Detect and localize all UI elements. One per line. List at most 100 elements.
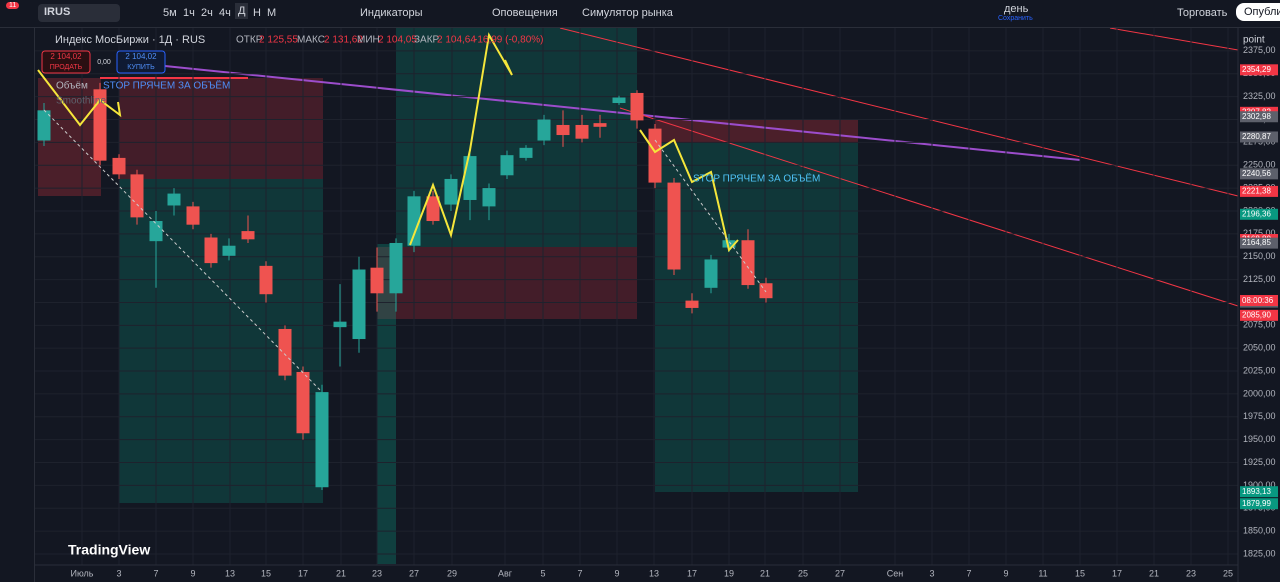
- y-tick-label: 2125,00: [1243, 274, 1276, 284]
- arrow-path: [409, 32, 513, 246]
- candle-body: [370, 267, 384, 294]
- indicator-label: Smoothline: [56, 96, 106, 107]
- price-tag: [1240, 486, 1278, 498]
- candle-body: [407, 196, 421, 246]
- candle-body: [593, 123, 607, 127]
- publish-button[interactable]: Опублик: [1236, 3, 1280, 21]
- price-tag-label: 2280,87: [1242, 132, 1271, 141]
- x-tick-label: 15: [1075, 568, 1085, 578]
- interval[interactable]: 1ч: [183, 7, 195, 19]
- legend-title: Индекс МосБиржи · 1Д · RUS: [55, 34, 205, 46]
- x-tick-label: Июль: [71, 568, 94, 578]
- candle-body: [519, 147, 533, 158]
- grid: [35, 28, 1238, 565]
- x-tick-label: 27: [835, 568, 845, 578]
- x-tick-label: 17: [1112, 568, 1122, 578]
- indicators-button[interactable]: Индикаторы: [360, 7, 423, 19]
- x-tick-label: 9: [190, 568, 195, 578]
- y-tick-label: 2000,00: [1243, 388, 1276, 398]
- sell-price[interactable]: 2 104,02: [50, 52, 82, 61]
- sell-label[interactable]: ПРОДАТЬ: [50, 64, 83, 71]
- y-tick-label: 2250,00: [1243, 160, 1276, 170]
- logo: TradingView: [68, 542, 150, 558]
- y-tick-label: 1925,00: [1243, 457, 1276, 467]
- x-tick-label: 13: [649, 568, 659, 578]
- scale-mode[interactable]: point: [1243, 35, 1265, 46]
- x-tick-label: Авг: [498, 568, 513, 578]
- candle-body: [112, 157, 126, 175]
- price-tag: [1240, 237, 1278, 249]
- legend-label: ЗАКР: [414, 35, 440, 46]
- interval[interactable]: 2ч: [201, 7, 213, 19]
- candle-body: [667, 182, 681, 270]
- top-toolbar: 11 IRUS 5м 1ч 2ч 4ч Д Н М Индикаторы Опо…: [0, 0, 1280, 28]
- price-tag-label: 1879,99: [1242, 499, 1271, 508]
- x-tick-label: 29: [447, 568, 457, 578]
- x-tick-label: 7: [577, 568, 582, 578]
- annotation: STOP ПРЯЧЕМ ЗА ОБЪЁМ: [103, 80, 230, 92]
- y-tick-label: 2325,00: [1243, 91, 1276, 101]
- candle-body: [93, 89, 107, 161]
- candle-body: [685, 300, 699, 308]
- x-tick-label: 27: [409, 568, 419, 578]
- x-tick-label: 13: [225, 568, 235, 578]
- buy-label[interactable]: КУПИТЬ: [127, 64, 155, 71]
- price-tag-label: 2354,29: [1242, 65, 1271, 74]
- x-tick-label: 15: [261, 568, 271, 578]
- legend-value: 2 125,55: [259, 35, 298, 46]
- layout-name[interactable]: день: [1004, 3, 1029, 15]
- buy-button[interactable]: [116, 50, 166, 74]
- y-tick-label: 2075,00: [1243, 320, 1276, 330]
- interval[interactable]: Д: [235, 3, 249, 19]
- candle-body: [612, 97, 626, 104]
- y-tick-label: 1825,00: [1243, 548, 1276, 558]
- spread: 0,00: [97, 59, 111, 66]
- x-tick-label: 21: [336, 568, 346, 578]
- drawing-toolbar: [0, 28, 35, 582]
- x-tick-label: 9: [614, 568, 619, 578]
- replay-button[interactable]: Симулятор рынка: [582, 7, 673, 19]
- x-tick-label: 23: [1186, 568, 1196, 578]
- interval[interactable]: Н: [253, 7, 261, 19]
- chart: STOP ПРЯЧЕМ ЗА ОБЪЁМ STOP ПРЯЧЕМ ЗА ОБЪЁ…: [35, 28, 1280, 582]
- y-tick-label: 2025,00: [1243, 365, 1276, 375]
- y-tick-label: 1850,00: [1243, 526, 1276, 536]
- x-tick-label: 21: [1149, 568, 1159, 578]
- candle-body: [149, 221, 163, 242]
- candle-body: [352, 269, 366, 340]
- arrow-path: [639, 129, 739, 253]
- price-tag: [1240, 64, 1278, 76]
- trade-button[interactable]: Торговать: [1177, 7, 1228, 19]
- interval[interactable]: 4ч: [219, 7, 231, 19]
- badge: 11: [6, 2, 20, 9]
- x-tick-label: 5: [540, 568, 545, 578]
- interval[interactable]: 5м: [163, 7, 177, 19]
- buy-price[interactable]: 2 104,02: [125, 52, 157, 61]
- trend-line: [164, 65, 1081, 161]
- interval[interactable]: М: [267, 7, 277, 19]
- layout-save: Сохранить: [998, 15, 1033, 22]
- price-tag-label: 2302,98: [1242, 112, 1271, 121]
- x-tick-label: Сен: [887, 568, 904, 578]
- legend-label: МАКС: [297, 35, 325, 46]
- candles: [37, 82, 773, 490]
- legend-change: -16,99 (-0,80%): [474, 35, 543, 46]
- y-tick-label: 1950,00: [1243, 434, 1276, 444]
- symbol-search[interactable]: IRUS: [38, 4, 120, 22]
- x-tick-label: 23: [372, 568, 382, 578]
- price-tag-label: 1893,13: [1242, 487, 1271, 496]
- candle-body: [296, 371, 310, 434]
- candle-body: [648, 128, 662, 183]
- position-zones: [38, 28, 858, 564]
- sell-button[interactable]: [41, 50, 91, 74]
- candle-body: [741, 240, 755, 286]
- candle-body: [463, 156, 477, 200]
- trend-line: [559, 28, 1239, 197]
- candle-body: [167, 193, 181, 206]
- alerts-button[interactable]: Оповещения: [492, 7, 558, 19]
- countdown: 08:00:36: [1242, 296, 1274, 305]
- x-tick-label: 3: [116, 568, 121, 578]
- legend-label: МИН: [357, 35, 380, 46]
- candle-body: [186, 206, 200, 225]
